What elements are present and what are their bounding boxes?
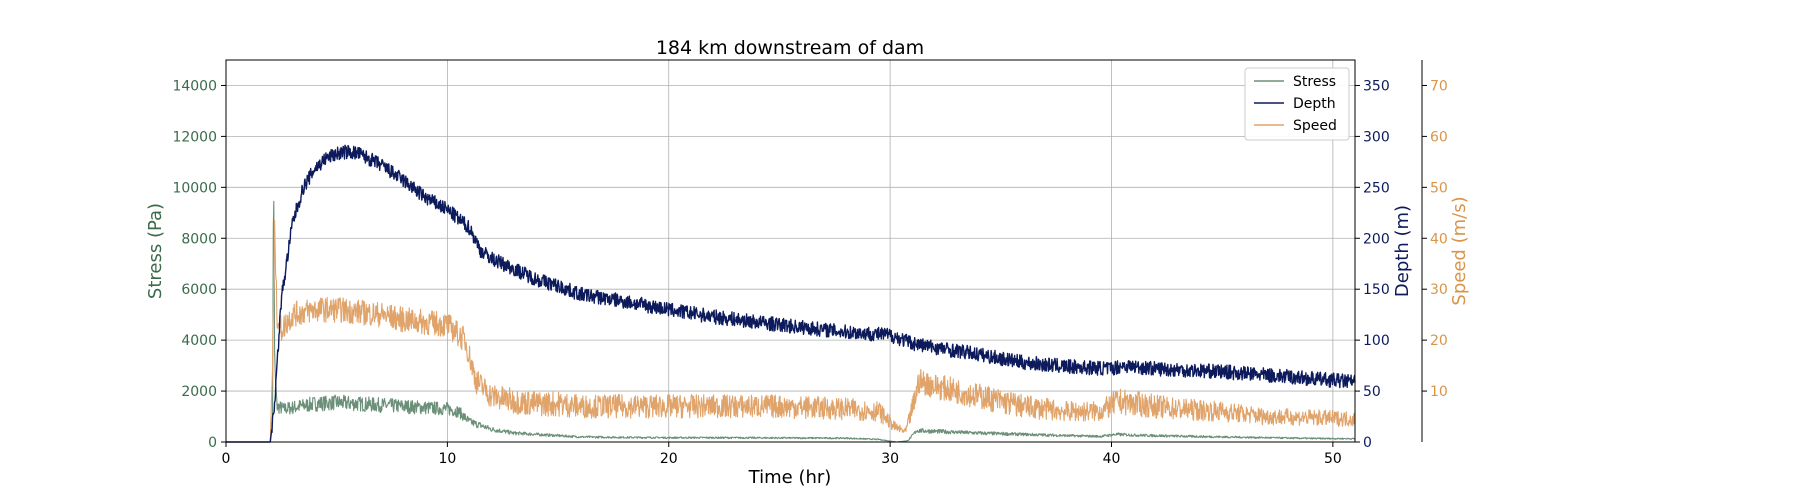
legend-label-stress: Stress	[1293, 74, 1336, 90]
y-tick-stress: 0	[208, 435, 226, 451]
x-tick-label: 10	[438, 451, 456, 467]
y-tick-depth: 250	[1355, 180, 1390, 196]
x-tick-label: 20	[660, 451, 678, 467]
axes: 0 10 20 30 40 5002000400060008000100001200014…	[172, 60, 1448, 467]
y-tick-depth: 350	[1355, 78, 1390, 94]
y-tick-label-stress: 0	[208, 435, 217, 451]
y-tick-label-speed: 10	[1430, 384, 1448, 400]
y-tick-label-depth: 0	[1363, 435, 1372, 451]
y-axis-label-depth: Depth (m)	[1392, 205, 1413, 297]
legend-box	[1244, 67, 1350, 141]
y-tick-label-speed: 40	[1430, 231, 1448, 247]
y-tick-label-stress: 12000	[172, 129, 217, 145]
y-tick-stress: 12000	[172, 129, 226, 145]
y-tick-stress: 4000	[181, 333, 226, 349]
y-tick-label-speed: 30	[1430, 282, 1448, 298]
y-axis-label-speed: Speed (m/s)	[1449, 196, 1470, 305]
y-tick-label-depth: 250	[1363, 180, 1390, 196]
y-tick-speed: 10	[1422, 384, 1448, 400]
x-tick: 30	[881, 442, 899, 467]
y-tick-label-stress: 2000	[181, 384, 217, 400]
legend-label-depth: Depth	[1293, 96, 1336, 112]
y-tick-label-speed: 60	[1430, 129, 1448, 145]
series-line-stress	[225, 200, 1356, 443]
y-tick-depth: 0	[1355, 435, 1372, 451]
y-tick-label-depth: 100	[1363, 333, 1390, 349]
y-tick-stress: 14000	[172, 78, 226, 94]
y-tick-label-stress: 6000	[181, 282, 217, 298]
y-tick-stress: 2000	[181, 384, 226, 400]
x-tick-label: 30	[881, 451, 899, 467]
x-tick: 0	[222, 442, 231, 467]
x-axis-label: Time (hr)	[748, 467, 832, 488]
y-tick-speed: 50	[1422, 180, 1448, 196]
y-tick-speed: 40	[1422, 231, 1448, 247]
y-tick-label-depth: 150	[1363, 282, 1390, 298]
chart-title: 184 km downstream of dam	[656, 37, 924, 59]
plot-frame	[225, 59, 1356, 443]
y-tick-label-stress: 10000	[172, 180, 217, 196]
y-tick-label-depth: 50	[1363, 384, 1381, 400]
x-tick: 50	[1324, 442, 1342, 467]
series-layer	[225, 144, 1356, 443]
legend: Stress Depth Speed	[1244, 67, 1350, 141]
legend-label-speed: Speed	[1293, 118, 1337, 134]
y-tick-stress: 8000	[181, 231, 226, 247]
x-tick-label: 40	[1103, 451, 1121, 467]
y-axis-label-stress: Stress (Pa)	[145, 203, 166, 299]
y-tick-stress: 10000	[172, 180, 226, 196]
y-tick-label-depth: 200	[1363, 231, 1390, 247]
x-tick-label: 0	[222, 451, 231, 467]
y-tick-speed: 70	[1422, 78, 1448, 94]
y-tick-label-depth: 350	[1363, 78, 1390, 94]
x-tick-label: 50	[1324, 451, 1342, 467]
y-tick-label-speed: 70	[1430, 78, 1448, 94]
x-tick: 20	[660, 442, 678, 467]
y-tick-depth: 200	[1355, 231, 1390, 247]
y-tick-label-depth: 300	[1363, 129, 1390, 145]
y-tick-label-speed: 50	[1430, 180, 1448, 196]
y-tick-stress: 6000	[181, 282, 226, 298]
y-tick-depth: 300	[1355, 129, 1390, 145]
series-line-depth	[225, 144, 1356, 443]
y-tick-label-stress: 4000	[181, 333, 217, 349]
series-line-speed	[225, 219, 1356, 443]
y-tick-depth: 100	[1355, 333, 1390, 349]
x-tick: 10	[438, 442, 456, 467]
y-tick-label-stress: 8000	[181, 231, 217, 247]
y-tick-speed: 60	[1422, 129, 1448, 145]
y-tick-depth: 50	[1355, 384, 1381, 400]
y-tick-label-speed: 20	[1430, 333, 1448, 349]
x-tick: 40	[1103, 442, 1121, 467]
y-tick-label-stress: 14000	[172, 78, 217, 94]
y-tick-speed: 20	[1422, 333, 1448, 349]
y-tick-speed: 30	[1422, 282, 1448, 298]
y-tick-depth: 150	[1355, 282, 1390, 298]
